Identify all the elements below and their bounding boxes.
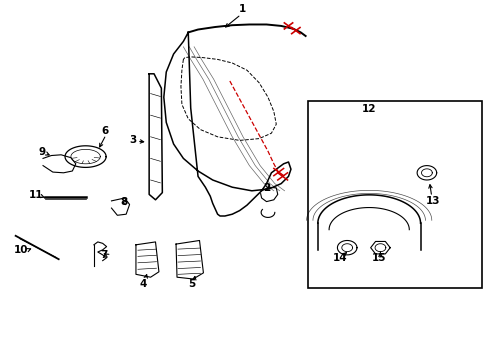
Text: 15: 15 — [371, 253, 386, 263]
Text: 8: 8 — [120, 197, 127, 207]
Text: 5: 5 — [188, 279, 195, 289]
Text: 1: 1 — [238, 4, 245, 14]
Text: 10: 10 — [14, 245, 28, 255]
Text: 12: 12 — [361, 104, 376, 114]
Text: 7: 7 — [100, 250, 108, 260]
Text: 13: 13 — [425, 196, 439, 206]
Text: 4: 4 — [139, 279, 147, 289]
Text: 3: 3 — [129, 135, 136, 145]
Text: 6: 6 — [102, 126, 108, 136]
Text: 2: 2 — [263, 183, 269, 193]
Text: 9: 9 — [38, 147, 45, 157]
Text: 11: 11 — [28, 190, 43, 201]
Text: 14: 14 — [332, 253, 346, 263]
Bar — [307, 101, 481, 288]
